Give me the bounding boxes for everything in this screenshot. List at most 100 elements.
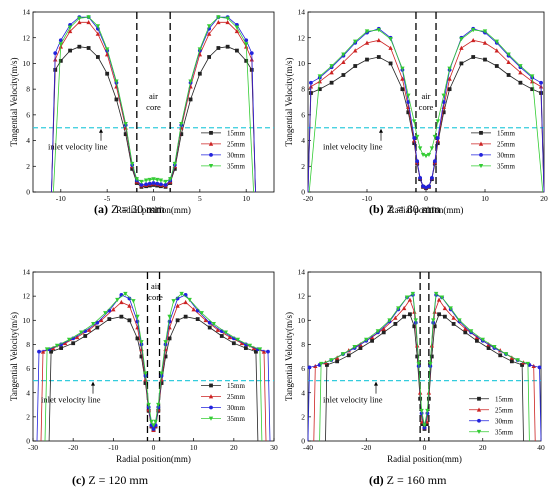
data-point-35mm: [149, 419, 154, 424]
data-point-25mm: [376, 37, 381, 43]
data-point-15mm: [135, 336, 140, 341]
data-point-15mm: [95, 325, 100, 330]
y-axis-label: Tangential Velocity(m/s): [9, 58, 19, 147]
data-point-30mm: [307, 365, 312, 370]
data-point-35mm: [91, 322, 96, 327]
data-point-25mm: [40, 349, 46, 354]
data-point-25mm: [341, 59, 346, 65]
data-point-15mm: [451, 322, 456, 326]
data-point-15mm: [432, 324, 437, 329]
data-point-25mm: [317, 79, 322, 84]
data-point-35mm: [364, 337, 369, 342]
data-point-15mm: [179, 132, 184, 137]
data-point-15mm: [235, 48, 239, 53]
y-tick-label: 8: [26, 85, 30, 94]
data-point-35mm: [54, 343, 60, 348]
data-point-35mm: [448, 306, 453, 311]
data-point-25mm: [111, 307, 116, 312]
legend-marker-30mm: [479, 152, 483, 157]
x-tick-label: 10: [190, 443, 198, 452]
data-point-35mm: [197, 47, 203, 52]
data-point-35mm: [503, 352, 509, 357]
data-point-15mm: [459, 61, 464, 66]
data-point-15mm: [216, 46, 221, 50]
y-axis-label: Tangential Velocity(m/s): [9, 312, 19, 401]
data-point-15mm: [207, 55, 212, 59]
data-point-30mm: [175, 296, 180, 301]
data-point-15mm: [231, 341, 236, 346]
data-point-25mm: [364, 40, 370, 45]
data-point-30mm: [415, 159, 420, 164]
x-tick-label: -40: [303, 443, 313, 452]
data-point-35mm: [425, 408, 430, 414]
legend-marker-30mm: [477, 418, 481, 423]
data-point-35mm: [95, 24, 101, 29]
data-point-25mm: [99, 317, 104, 323]
x-axis-label: Radial position(mm): [116, 454, 191, 464]
x-tick-label: 5: [198, 194, 202, 203]
data-point-35mm: [530, 74, 535, 79]
legend-marker-25mm: [208, 141, 214, 146]
panel-caption-text: Z = 120 mm: [85, 473, 148, 487]
legend-marker-35mm: [478, 163, 484, 169]
data-point-15mm: [393, 322, 398, 326]
panel-caption: (d) Z = 160 mm: [369, 473, 447, 487]
data-point-25mm: [119, 299, 124, 305]
y-tick-label: 0: [26, 437, 30, 446]
panel-caption-text: Z = 160 mm: [384, 473, 447, 487]
data-point-35mm: [104, 47, 110, 52]
x-tick-label: 0: [152, 194, 156, 203]
data-point-30mm: [127, 296, 132, 301]
y-axis-label: Tangential Velocity(m/s): [284, 58, 294, 147]
data-point-25mm: [463, 326, 468, 331]
data-point-35mm: [171, 299, 176, 304]
panel-caption: (c) Z = 120 mm: [72, 473, 149, 487]
data-point-35mm: [147, 177, 152, 183]
air-core-label: core: [148, 292, 163, 302]
legend-marker-35mm: [208, 163, 214, 169]
x-tick-label: 0: [152, 443, 156, 452]
data-point-15mm: [68, 48, 72, 53]
data-point-25mm: [442, 305, 448, 311]
data-point-35mm: [129, 161, 135, 167]
data-point-30mm: [207, 320, 212, 325]
data-point-35mm: [428, 361, 433, 367]
data-point-35mm: [163, 179, 168, 185]
data-point-25mm: [518, 70, 523, 75]
y-tick-label: 14: [298, 8, 306, 17]
plot-frame: [307, 271, 542, 442]
data-point-30mm: [163, 183, 168, 187]
data-point-15mm: [143, 381, 148, 385]
data-point-30mm: [266, 349, 270, 354]
data-point-35mm: [441, 93, 446, 98]
data-point-35mm: [329, 358, 334, 363]
legend-label-15mm: 15mm: [497, 129, 515, 137]
data-point-15mm: [172, 166, 177, 171]
legend-marker-15mm: [479, 130, 483, 135]
data-point-15mm: [408, 312, 412, 317]
data-point-25mm: [74, 334, 80, 340]
data-point-35mm: [188, 79, 193, 84]
panel-caption-label: (c): [72, 473, 85, 487]
data-point-15mm: [447, 87, 452, 92]
data-point-25mm: [86, 19, 91, 25]
data-point-35mm: [199, 311, 204, 316]
data-point-15mm: [107, 317, 112, 321]
x-tick-label: 20: [230, 443, 238, 452]
data-point-15mm: [49, 349, 53, 354]
data-point-30mm: [427, 184, 431, 189]
data-point-35mm: [153, 419, 158, 424]
legend-label-35mm: 35mm: [227, 162, 245, 170]
data-point-35mm: [420, 152, 426, 158]
data-point-15mm: [244, 58, 249, 63]
data-point-25mm: [353, 48, 358, 53]
data-point-25mm: [261, 349, 267, 354]
data-point-35mm: [412, 119, 417, 124]
data-point-30mm: [139, 183, 144, 187]
data-point-30mm: [537, 365, 542, 370]
data-point-15mm: [123, 132, 128, 137]
x-axis-label: Radial position(mm): [387, 454, 462, 464]
data-point-30mm: [159, 182, 163, 187]
data-point-15mm: [353, 64, 358, 68]
data-point-35mm: [423, 154, 429, 159]
